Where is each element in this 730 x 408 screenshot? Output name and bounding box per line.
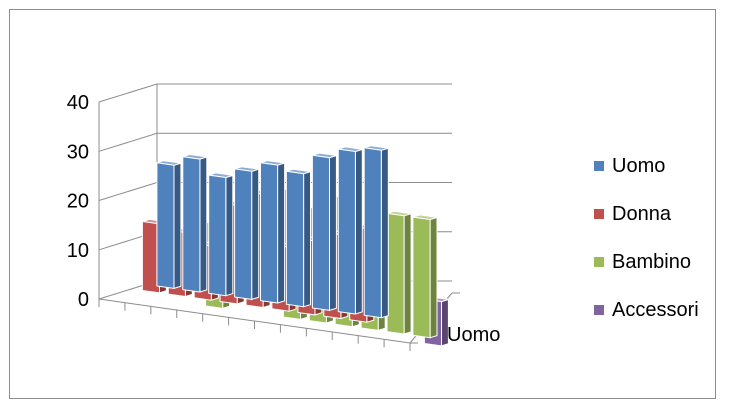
y-tick-label: 20 xyxy=(67,191,89,213)
bar-bambino-11 xyxy=(386,210,412,335)
legend-label-accessori: Accessori xyxy=(612,299,699,321)
bar-uomo-4 xyxy=(234,166,260,301)
bar-side xyxy=(429,216,438,339)
legend-label-uomo: Uomo xyxy=(612,155,665,177)
legend-swatch-accessori xyxy=(594,305,604,315)
bar-front xyxy=(260,162,279,304)
bar-front xyxy=(234,168,253,300)
bar-side xyxy=(225,174,234,297)
bar-side xyxy=(354,148,363,315)
legend-label-bambino: Bambino xyxy=(612,251,691,273)
bar-front xyxy=(311,154,330,311)
y-tick-label: 0 xyxy=(78,289,89,311)
bar-front xyxy=(337,148,356,315)
gridline xyxy=(98,132,452,152)
bar-uomo-7 xyxy=(311,152,337,312)
bar-front xyxy=(156,162,175,289)
y-tick-label: 10 xyxy=(67,240,89,262)
bar-side xyxy=(329,154,337,312)
bar-uomo-9 xyxy=(363,145,389,319)
legend-swatch-bambino xyxy=(594,257,604,267)
bar-side xyxy=(403,213,412,335)
bar-front xyxy=(182,156,201,293)
legend: Uomo Donna Bambino Accessori xyxy=(594,155,699,321)
legend-label-donna: Donna xyxy=(612,203,672,225)
y-axis-ticks: 0 10 20 30 40 xyxy=(67,92,89,311)
bar-front xyxy=(386,212,405,335)
bar-front xyxy=(363,147,382,319)
bar-uomo-1 xyxy=(156,160,182,290)
bar-uomo-5 xyxy=(260,160,286,304)
bar-side xyxy=(251,168,260,301)
bar-front xyxy=(412,216,431,339)
bar-side xyxy=(380,147,389,319)
bar-side xyxy=(277,162,286,304)
bar-uomo-2 xyxy=(182,153,208,293)
bar-front xyxy=(208,174,227,297)
bar-front xyxy=(285,170,305,308)
gridline xyxy=(98,83,452,103)
bar-bambino-12 xyxy=(412,214,438,339)
bar-side xyxy=(173,162,182,290)
legend-swatch-uomo xyxy=(594,161,604,171)
bar-side xyxy=(303,170,311,308)
y-tick-label: 40 xyxy=(67,92,89,114)
depth-axis-label: Uomo xyxy=(447,324,500,346)
bar-series xyxy=(141,145,449,347)
bar-uomo-3 xyxy=(208,172,234,297)
legend-swatch-donna xyxy=(594,209,604,219)
bar-side xyxy=(199,156,208,293)
bar-uomo-6 xyxy=(285,168,311,308)
y-tick-label: 30 xyxy=(67,141,89,163)
bar-uomo-8 xyxy=(337,146,363,315)
